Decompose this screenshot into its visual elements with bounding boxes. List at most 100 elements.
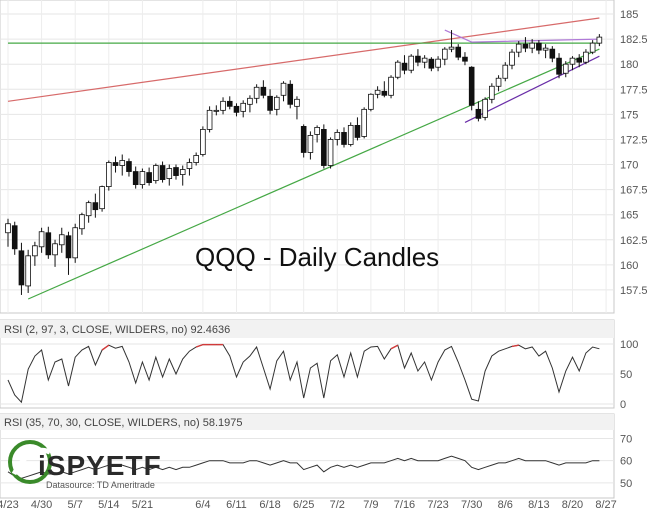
candle-body-down [132,171,139,185]
rsi-y-tick-label: 50 [620,369,632,381]
candle [146,167,152,186]
candle-body-down [112,162,119,166]
candle-body-up [489,85,495,100]
candle [294,96,300,120]
candle-body-up [441,48,448,60]
candle-body-up [119,160,126,166]
candle-body-down [341,132,347,145]
price-y-tick-label: 167.5 [620,185,648,197]
rsi-series-line [7,455,600,479]
price-y-tick-label: 182.5 [620,34,648,46]
candle-body-down [522,43,529,49]
candle [388,75,394,99]
candle-body-up [240,102,247,112]
rsi35-line [7,455,600,479]
candle-body-down [536,42,542,51]
candle [475,101,482,122]
x-tick-label: 5/21 [132,499,153,511]
candle [159,161,166,183]
candle [280,81,287,102]
candle-body-down [159,165,166,180]
candle-body-up [307,135,314,153]
candle [65,231,72,275]
candle-body-down [321,129,327,166]
candle-body-up [529,42,535,49]
candle-body-up [388,76,394,96]
candle [132,166,139,189]
rsi-overbought-segment [195,343,204,348]
candle-body-down [146,172,152,183]
x-tick-label: 7/30 [461,499,482,511]
candle [589,40,596,55]
candle-body-up [408,55,414,71]
price-y-tick-label: 160 [620,260,638,272]
x-tick-label: 6/25 [293,499,314,511]
candle [401,55,408,75]
candle-body-up [139,171,146,185]
candle-body-down [92,202,99,211]
candle [267,89,273,115]
candle-body-up [347,124,354,145]
candle [220,97,226,115]
candle-body-up [542,47,549,51]
candle-body-down [556,57,562,75]
candle [119,154,126,176]
candle-body-down [233,105,240,113]
rsi2-header-bar [0,320,614,338]
x-tick-label: 5/14 [98,499,119,511]
candle-body-down [415,55,421,63]
candle-body-up [52,243,58,256]
rsi2-y-ticks: 100 50 0 [620,339,638,411]
candle-body-up [38,231,45,248]
ispyetf-logo: iSPYETF Datasource: TD Ameritrade [8,440,161,490]
candle-body-down [287,83,294,105]
candle-body-up [58,234,65,246]
candle-body-down [381,90,388,96]
candle [186,158,193,176]
candle-body-up [448,46,455,50]
candle-body-up [280,82,287,96]
rsi-overbought-segment [390,344,399,350]
price-grid [0,0,614,313]
candle [549,46,556,63]
candlestick-series [5,30,603,295]
rsi35-panel-title: RSI (35, 70, 30, CLOSE, WILDERS, no) 58.… [4,417,242,429]
rsi-y-tick-label: 70 [620,433,632,445]
x-axis-ticks: 4/23 4/30 5/7 5/14 5/21 6/4 6/11 6/18 6/25 7/2 7/9… [0,499,617,511]
candle [381,81,388,98]
candle-body-up [166,168,173,179]
candle [253,84,260,104]
candle [92,193,99,218]
candle-body-up [213,109,220,112]
candle-body-up [72,227,79,259]
trend-lines [7,17,600,300]
candle [52,239,58,267]
candle [509,49,515,70]
candle [415,49,421,67]
candle-body-up [193,155,199,163]
x-tick-label: 7/9 [363,499,378,511]
candle [314,125,320,143]
candle [435,56,441,72]
price-y-ticks: 185 182.5 180 177.5 175 172.5 170 167.5 165 162.5… [620,9,648,297]
candle [468,66,475,111]
candle [139,168,146,189]
candle-body-down [549,48,556,59]
candle-body-up [5,223,11,234]
candle-body-up [25,255,31,287]
candle [361,107,367,139]
candle-body-up [247,97,253,105]
purple-upper-line [444,29,600,43]
candle [260,80,267,99]
candle-body-up [334,132,341,140]
candle [374,86,381,99]
candle [522,37,529,53]
rsi-y-tick-label: 0 [620,399,626,411]
candle [233,103,240,117]
candle [300,124,307,158]
candle-body-up [374,89,381,95]
candle [455,44,462,61]
candle-body-up [314,127,320,135]
green-support-line [27,48,600,300]
